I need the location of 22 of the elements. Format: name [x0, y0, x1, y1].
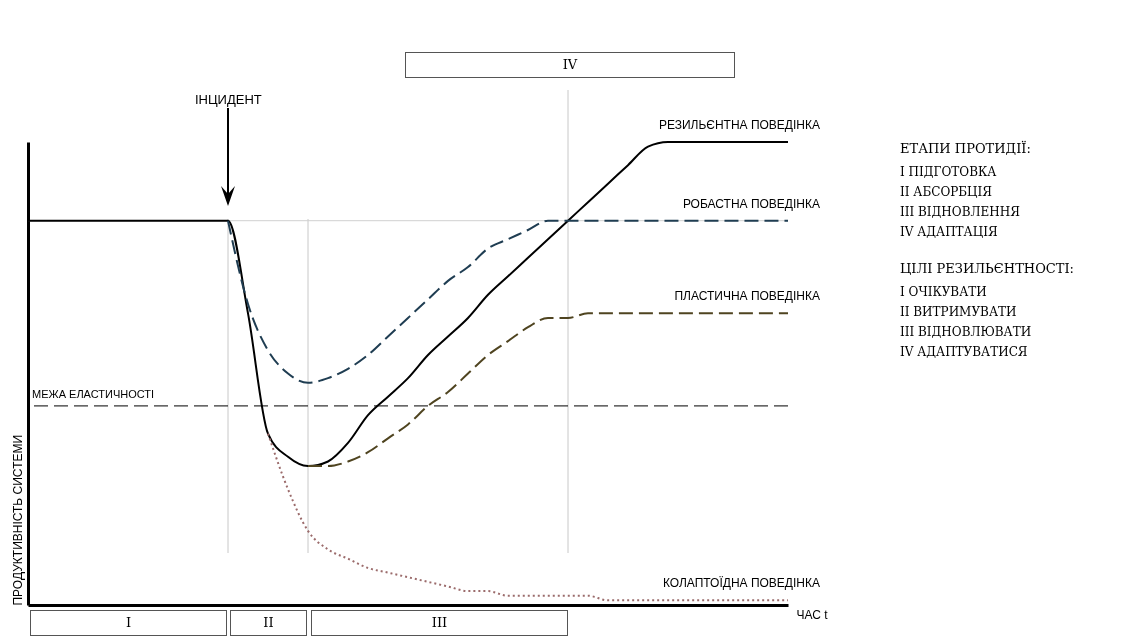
text: II	[230, 610, 307, 636]
y-axis-title: ПРОДУКТИВНІСТЬ СИСТЕМИ	[10, 434, 25, 606]
text: I ОЧІКУВАТИ	[900, 284, 987, 301]
text: III ВІДНОВЛЮВАТИ	[900, 324, 1032, 341]
series-label: РЕЗИЛЬЄНТНА ПОВЕДІНКА	[658, 118, 820, 132]
text: IV АДАПТУВАТИСЯ	[900, 344, 1028, 361]
text: II ВИТРИМУВАТИ	[900, 304, 1017, 321]
ref-line-label: МЕЖА ЕЛАСТИЧНОСТІ	[32, 387, 155, 400]
x-axis-title: ЧАС t	[796, 607, 829, 622]
text: I	[30, 610, 227, 636]
text: ЦІЛІ РЕЗИЛЬЄНТНОСТІ:	[900, 260, 1074, 277]
series-label: РОБАСТНА ПОВЕДІНКА	[682, 196, 820, 211]
text: ІНЦИДЕНТ	[195, 92, 262, 107]
text: IV	[405, 52, 735, 78]
text: III	[311, 610, 568, 636]
text: ЕТАПИ ПРОТИДІЇ:	[900, 140, 1031, 157]
text: III ВІДНОВЛЕННЯ	[900, 204, 1020, 221]
series-label: ПЛАСТИЧНА ПОВЕДІНКА	[674, 289, 820, 304]
text: I ПІДГОТОВКА	[900, 164, 997, 181]
text: II АБСОРБЦІЯ	[900, 184, 993, 201]
text: IV АДАПТАЦІЯ	[900, 224, 998, 241]
series-label: КОЛАПТОЇДНА ПОВЕДІНКА	[662, 576, 820, 591]
